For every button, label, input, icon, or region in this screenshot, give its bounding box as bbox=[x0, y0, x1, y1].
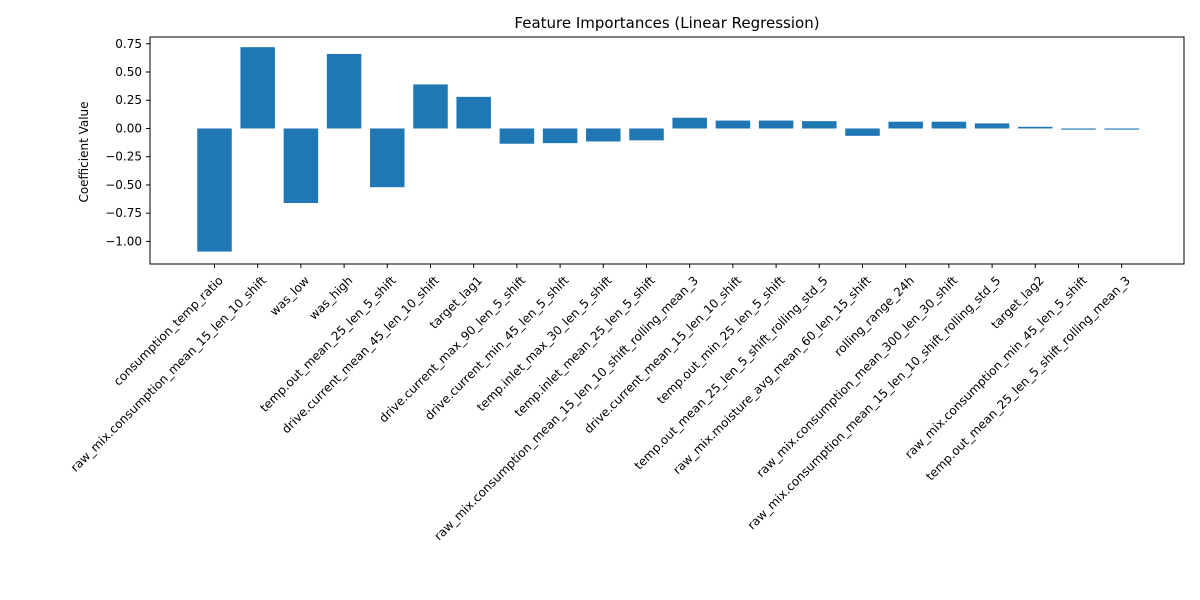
bar-1 bbox=[240, 47, 275, 129]
bar-3 bbox=[326, 53, 362, 129]
bar-14 bbox=[802, 121, 837, 129]
bar-8 bbox=[542, 128, 578, 144]
y-tick-label: 0.75 bbox=[115, 37, 142, 51]
x-tick-label: was_low bbox=[267, 273, 312, 318]
bar-16 bbox=[888, 121, 923, 129]
x-tick-label: raw_mix.consumption_mean_300_len_30_shif… bbox=[754, 273, 961, 480]
x-tick-label: drive.current_mean_15_len_10_shift bbox=[581, 273, 744, 436]
x-axis: consumption_temp_ratioraw_mix.consumptio… bbox=[68, 264, 1133, 543]
bar-19 bbox=[1018, 126, 1053, 129]
bar-12 bbox=[715, 120, 751, 129]
y-tick-label: −0.25 bbox=[105, 150, 142, 164]
bar-7 bbox=[499, 128, 535, 144]
y-tick-label: −1.00 bbox=[105, 234, 142, 248]
bar-10 bbox=[629, 128, 664, 141]
y-axis-label: Coefficient Value bbox=[77, 101, 91, 202]
x-tick-label: rolling_range_24h bbox=[831, 273, 917, 359]
y-tick-label: 0.00 bbox=[115, 121, 142, 135]
bar-18 bbox=[974, 123, 1010, 129]
bar-13 bbox=[758, 120, 794, 129]
x-tick-label: temp.out_mean_25_len_5_shift_rolling_mea… bbox=[923, 273, 1133, 483]
y-tick-label: 0.25 bbox=[115, 93, 142, 107]
bar-5 bbox=[413, 84, 448, 129]
bar-4 bbox=[370, 128, 405, 188]
bar-6 bbox=[456, 96, 491, 129]
y-tick-label: 0.50 bbox=[115, 65, 142, 79]
y-tick-label: −0.50 bbox=[105, 178, 142, 192]
bar-11 bbox=[672, 117, 707, 129]
bar-21 bbox=[1104, 128, 1139, 130]
plot-frame bbox=[149, 36, 1185, 265]
bar-0 bbox=[197, 128, 232, 252]
bars-group bbox=[197, 47, 1139, 252]
bar-15 bbox=[845, 128, 880, 136]
chart-title: Feature Importances (Linear Regression) bbox=[514, 14, 819, 32]
y-axis: −1.00 −0.75 −0.50 −0.25 0.00 0.25 0.50 0.75 bbox=[105, 37, 150, 248]
bar-9 bbox=[586, 128, 621, 142]
x-tick-label: raw_mix.moisture_avg_mean_60_len_15_shif… bbox=[670, 273, 874, 477]
bar-17 bbox=[931, 121, 967, 129]
bar-2 bbox=[283, 128, 319, 204]
bar-20 bbox=[1061, 128, 1096, 130]
y-tick-label: −0.75 bbox=[105, 206, 142, 220]
x-tick-label: raw_mix.consumption_mean_15_len_10_shift bbox=[68, 273, 269, 474]
x-tick-label: drive.current_mean_45_len_10_shift bbox=[279, 273, 442, 436]
